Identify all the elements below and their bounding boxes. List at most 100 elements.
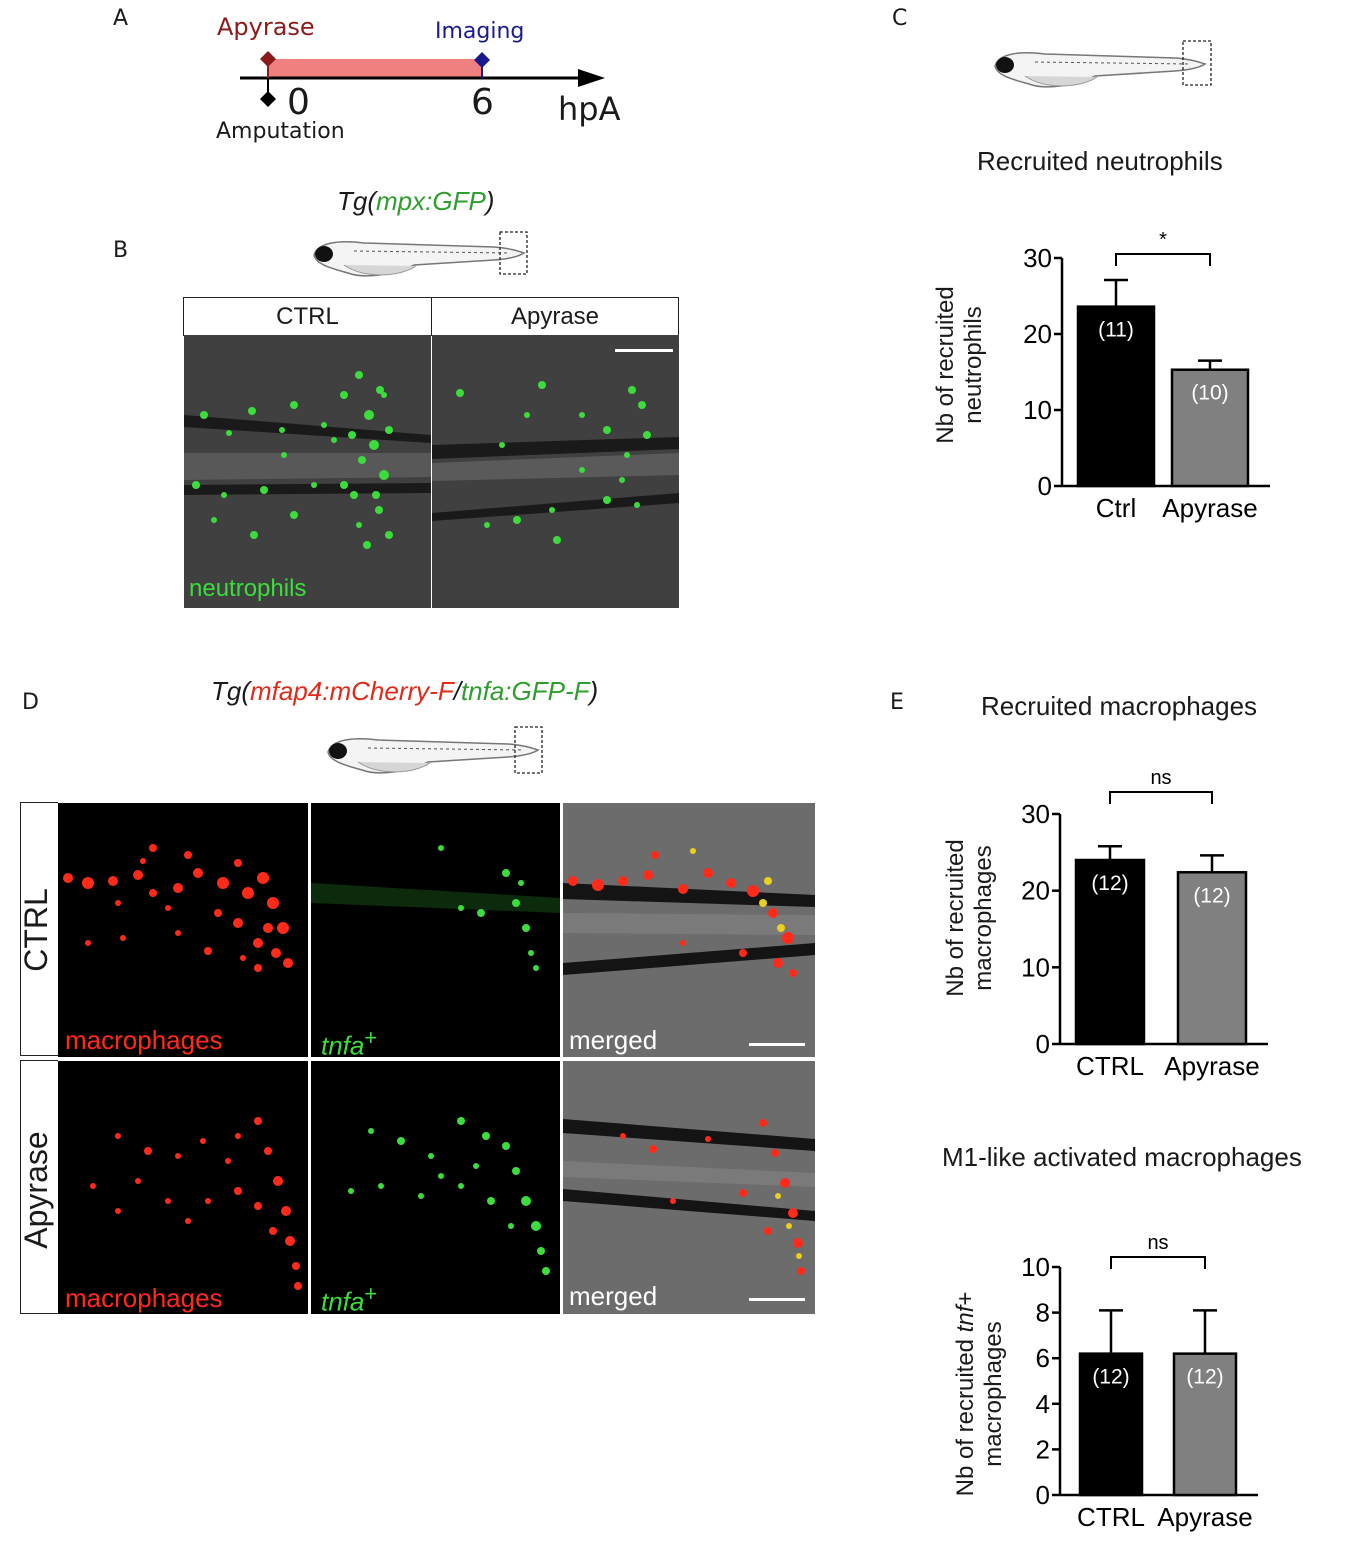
tg-suffix: ) <box>485 186 495 216</box>
treatment-marker <box>260 51 276 67</box>
bar-n-label: (12) <box>1091 872 1128 895</box>
imaging-marker <box>474 52 490 68</box>
panel-label-d: D <box>22 690 39 715</box>
tg-green-reporter: tnfa:GFP-F <box>460 676 590 706</box>
y-axis-label-neutrophils: Nb of recruited neutrophils <box>932 265 992 465</box>
merged-label: merged <box>569 1281 658 1311</box>
macrophages-label: macrophages <box>65 1025 223 1055</box>
x-tick-label: Ctrl <box>1096 493 1136 523</box>
tnfa-gene: tnfa <box>321 1030 365 1057</box>
y-tick-label: 20 <box>1023 319 1052 349</box>
timeline-imaging-label: Imaging <box>435 19 525 44</box>
chart-title-macrophages: Recruited macrophages <box>981 691 1258 721</box>
bar-chart-m1-macrophages: 0 2 4 6 8 10 (12) CTRL (12) Apyrase ns <box>1021 1232 1258 1532</box>
panel-label-b: B <box>113 238 129 263</box>
significance-label: ns <box>1147 1232 1168 1254</box>
macrophages-label: macrophages <box>65 1283 223 1313</box>
scale-bar <box>749 1298 805 1301</box>
significance-bracket <box>1109 791 1213 804</box>
y-tick-label: 2 <box>1036 1434 1050 1464</box>
significance-bracket <box>1115 253 1211 266</box>
y-tick-label: 10 <box>1023 395 1052 425</box>
y-tick-label: 4 <box>1036 1389 1050 1419</box>
bar-n-label: (12) <box>1186 1366 1223 1389</box>
transgene-title-d: Tg(mfap4:mCherry-F/tnfa:GFP-F) <box>211 676 598 707</box>
amputation-marker <box>260 91 276 107</box>
larva-icon <box>313 231 528 277</box>
y-axis-label-line2: neutrophils <box>960 306 987 424</box>
larva-icon <box>327 726 543 774</box>
timeline-t6: 6 <box>471 82 494 123</box>
tnfa-plus: + <box>364 1025 378 1050</box>
neutrophils-label: neutrophils <box>189 575 307 602</box>
panel-label-a: A <box>113 6 129 31</box>
y-label-gene: tnf <box>952 1305 979 1333</box>
bar <box>1170 368 1250 488</box>
bar-n-label: (12) <box>1193 884 1230 907</box>
scale-bar <box>615 349 673 352</box>
x-tick-label: CTRL <box>1076 1051 1144 1081</box>
column-header-ctrl: CTRL <box>183 297 432 336</box>
bar-chart-neutrophils: 0 10 20 30 (11) Ctrl (10) Apyrase * <box>1023 232 1270 523</box>
tg-red-reporter: mfap4:mCherry-F <box>250 676 454 706</box>
timeline-treatment-label: Apyrase <box>217 13 315 41</box>
y-tick-label: 0 <box>1038 471 1052 501</box>
y-tick-label: 0 <box>1036 1029 1050 1059</box>
tg-prefix: Tg( <box>337 186 376 216</box>
transgene-title-b: Tg(mpx:GFP) <box>337 186 494 217</box>
larva-icon <box>994 40 1212 88</box>
amputation-region-box <box>499 231 528 275</box>
y-axis-label-macrophages: Nb of recruited macrophages <box>942 818 1002 1018</box>
bar <box>1076 305 1156 488</box>
y-axis-label-line2: macrophages <box>970 845 997 991</box>
bar-n-label: (12) <box>1092 1366 1129 1389</box>
bar-chart-macrophages: 0 10 20 30 (12) CTRL (12) Apyrase ns <box>1021 767 1268 1081</box>
bar <box>1176 871 1248 1046</box>
merged-label: merged <box>569 1025 658 1055</box>
y-tick-label: 0 <box>1036 1480 1050 1510</box>
tg-separator: / <box>453 676 461 706</box>
significance-label: * <box>1159 232 1167 251</box>
y-label-text: Nb of recruited <box>952 1332 979 1497</box>
y-axis-label-line1: Nb of recruited tnf+ <box>952 1274 980 1514</box>
bar <box>1078 1352 1144 1497</box>
amputation-region-box <box>1182 40 1212 86</box>
panel-label-e: E <box>890 690 904 715</box>
tg-prefix: Tg( <box>211 676 250 706</box>
y-tick-label: 10 <box>1021 1252 1050 1282</box>
timeline-diagram <box>240 51 605 107</box>
y-tick-label: 10 <box>1021 952 1050 982</box>
x-tick-label: Apyrase <box>1157 1502 1252 1532</box>
tnfa-label: tnfa+ <box>321 1025 377 1057</box>
tg-reporter: mpx:GFP <box>376 186 486 216</box>
chart-title-m1-macrophages: M1-like activated macrophages <box>942 1142 1302 1172</box>
x-tick-label: Apyrase <box>1164 1051 1259 1081</box>
micrograph-ctrl-merged: merged <box>563 803 815 1057</box>
micrograph-apyrase-tnfa: tnfa+ <box>311 1061 560 1314</box>
time-axis-arrowhead <box>578 69 605 87</box>
timeline-t0: 0 <box>287 82 310 123</box>
y-tick-label: 20 <box>1021 876 1050 906</box>
micrograph-apyrase-macrophages: macrophages <box>58 1061 308 1314</box>
y-axis-label-line1: Nb of recruited <box>942 839 969 997</box>
micrograph-ctrl-macrophages: macrophages <box>58 803 308 1057</box>
tnfa-label: tnfa+ <box>321 1281 377 1314</box>
timeline-unit: hpA <box>558 90 621 128</box>
micrograph-ctrl-neutrophils: neutrophils <box>184 335 431 608</box>
row-label-apyrase: Apyrase <box>18 1131 54 1249</box>
column-header-apyrase: Apyrase <box>431 297 679 336</box>
y-tick-label: 8 <box>1036 1298 1050 1328</box>
chart-title-neutrophils: Recruited neutrophils <box>977 146 1223 176</box>
row-label-ctrl: CTRL <box>18 888 54 972</box>
bar <box>1172 1352 1238 1497</box>
panel-label-c: C <box>892 6 908 31</box>
bar <box>1074 858 1146 1046</box>
tnfa-gene: tnfa <box>321 1286 365 1314</box>
significance-bracket <box>1110 1256 1206 1269</box>
micrograph-apyrase-neutrophils <box>432 335 679 608</box>
x-tick-label: Apyrase <box>1162 493 1257 523</box>
y-label-plus: + <box>952 1291 979 1306</box>
timeline-amputation-label: Amputation <box>216 119 345 144</box>
row-bracket-ctrl <box>20 802 58 1056</box>
y-tick-label: 30 <box>1023 243 1052 273</box>
